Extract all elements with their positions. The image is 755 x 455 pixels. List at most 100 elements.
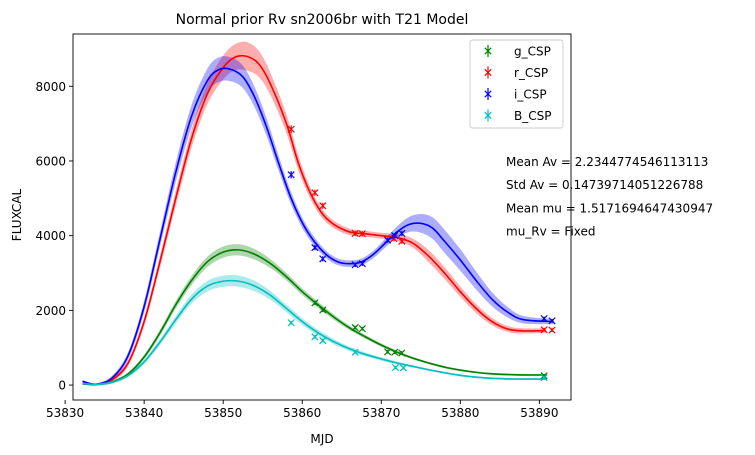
data-point-g_CSP-0	[311, 299, 319, 307]
legend-marker	[484, 47, 492, 55]
data-point-B_CSP-0	[287, 319, 295, 327]
x-tick-label: 53870	[362, 406, 400, 420]
x-marker	[398, 229, 406, 238]
plot-area	[82, 41, 556, 386]
data-point-B_CSP-6	[540, 373, 548, 382]
x-marker	[383, 348, 392, 356]
legend-entry-g_CSP: g_CSP	[484, 45, 551, 59]
x-marker	[311, 333, 319, 341]
data-point-i_CSP-6	[391, 232, 399, 240]
x-marker	[391, 348, 399, 356]
x-marker	[311, 299, 319, 307]
y-tick-label: 6000	[35, 154, 66, 168]
data-point-r_CSP-6	[398, 237, 406, 245]
x-marker	[319, 306, 327, 314]
data-point-r_CSP-7	[540, 326, 548, 334]
x-marker	[287, 125, 295, 133]
legend-entry-r_CSP: r_CSP	[484, 66, 548, 80]
data-point-B_CSP-5	[399, 364, 408, 372]
data-point-B_CSP-1	[311, 333, 319, 341]
x-marker	[319, 255, 327, 263]
data-point-B_CSP-4	[391, 363, 400, 372]
annotation-text: Mean Av = 2.2344774546113113	[506, 155, 708, 169]
x-marker	[351, 323, 359, 332]
data-point-g_CSP-4	[383, 348, 392, 356]
y-tick-label: 8000	[35, 80, 66, 94]
annotation-text: Std Av = 0.14739714051226788	[506, 178, 703, 192]
model-band-g_CSP	[82, 244, 546, 386]
data-point-g_CSP-2	[351, 323, 359, 332]
x-tick-label: 53850	[204, 406, 242, 420]
x-marker	[351, 348, 359, 356]
x-marker	[383, 236, 392, 244]
x-marker	[358, 325, 366, 333]
data-point-i_CSP-2	[319, 255, 327, 263]
data-point-B_CSP-3	[351, 348, 359, 356]
legend-box	[469, 39, 564, 129]
data-point-r_CSP-0	[287, 125, 295, 133]
annotation-text: mu_Rv = Fixed	[506, 225, 596, 239]
legend-label: i_CSP	[514, 88, 547, 102]
legend-marker	[484, 90, 492, 98]
x-axis-label: MJD	[310, 432, 333, 446]
y-axis-label: FLUXCAL	[10, 188, 24, 241]
x-marker	[311, 189, 319, 197]
x-tick-label: 53840	[125, 406, 163, 420]
model-line-g_CSP	[82, 248, 546, 386]
x-marker	[391, 232, 399, 240]
x-marker	[540, 373, 548, 382]
x-marker	[399, 364, 408, 372]
x-marker	[398, 237, 406, 245]
data-point-i_CSP-4	[358, 260, 366, 268]
y-tick-label: 2000	[35, 304, 66, 318]
data-point-r_CSP-4	[358, 230, 366, 238]
data-point-i_CSP-0	[287, 171, 295, 179]
x-marker	[358, 230, 366, 238]
x-tick-label: 53830	[46, 406, 84, 420]
x-marker	[287, 319, 295, 327]
legend-marker	[484, 68, 492, 77]
x-marker	[540, 372, 548, 380]
data-point-g_CSP-6	[398, 349, 406, 357]
data-point-r_CSP-8	[548, 326, 556, 334]
x-tick-label: 53880	[441, 406, 479, 420]
x-marker	[548, 326, 556, 334]
data-point-i_CSP-1	[311, 243, 319, 252]
legend-entry-B_CSP: B_CSP	[484, 109, 551, 123]
x-marker	[319, 202, 327, 210]
model-line-B_CSP	[82, 279, 546, 386]
legend-label: g_CSP	[514, 45, 551, 59]
y-tick-label: 4000	[35, 229, 66, 243]
data-point-g_CSP-3	[358, 325, 366, 333]
chart-title: Normal prior Rv sn2006br with T21 Model	[176, 12, 469, 28]
data-point-g_CSP-1	[319, 306, 327, 314]
model-line-r_CSP	[82, 54, 546, 386]
x-marker	[548, 317, 556, 325]
legend-marker	[484, 111, 492, 120]
x-marker	[540, 326, 548, 334]
x-marker	[398, 349, 406, 357]
x-marker	[319, 336, 327, 345]
axes: 53830 53840 53850 53860 53870 53880 53890 0 2000…	[35, 33, 572, 420]
x-tick-label: 53860	[283, 406, 321, 420]
data-point-r_CSP-2	[319, 202, 327, 210]
data-point-i_CSP-7	[398, 229, 406, 238]
data-point-r_CSP-3	[351, 229, 359, 238]
x-marker	[540, 314, 548, 323]
x-marker	[358, 260, 366, 268]
x-marker	[391, 363, 400, 372]
x-marker	[287, 171, 295, 179]
annotation-text: Mean mu = 1.5171694647430947	[506, 201, 713, 215]
model-line-i_CSP	[82, 67, 554, 386]
plot-frame	[72, 33, 572, 401]
data-point-i_CSP-5	[383, 236, 392, 244]
legend-label: r_CSP	[514, 66, 548, 80]
x-marker	[311, 243, 319, 252]
y-tick-label: 0	[58, 379, 66, 393]
legend-entry-i_CSP: i_CSP	[484, 88, 547, 102]
legend: g_CSP r_CSP i_CSP B_CSP	[469, 39, 564, 129]
data-point-i_CSP-8	[540, 314, 548, 323]
legend-label: B_CSP	[514, 109, 551, 123]
x-marker	[351, 261, 359, 269]
